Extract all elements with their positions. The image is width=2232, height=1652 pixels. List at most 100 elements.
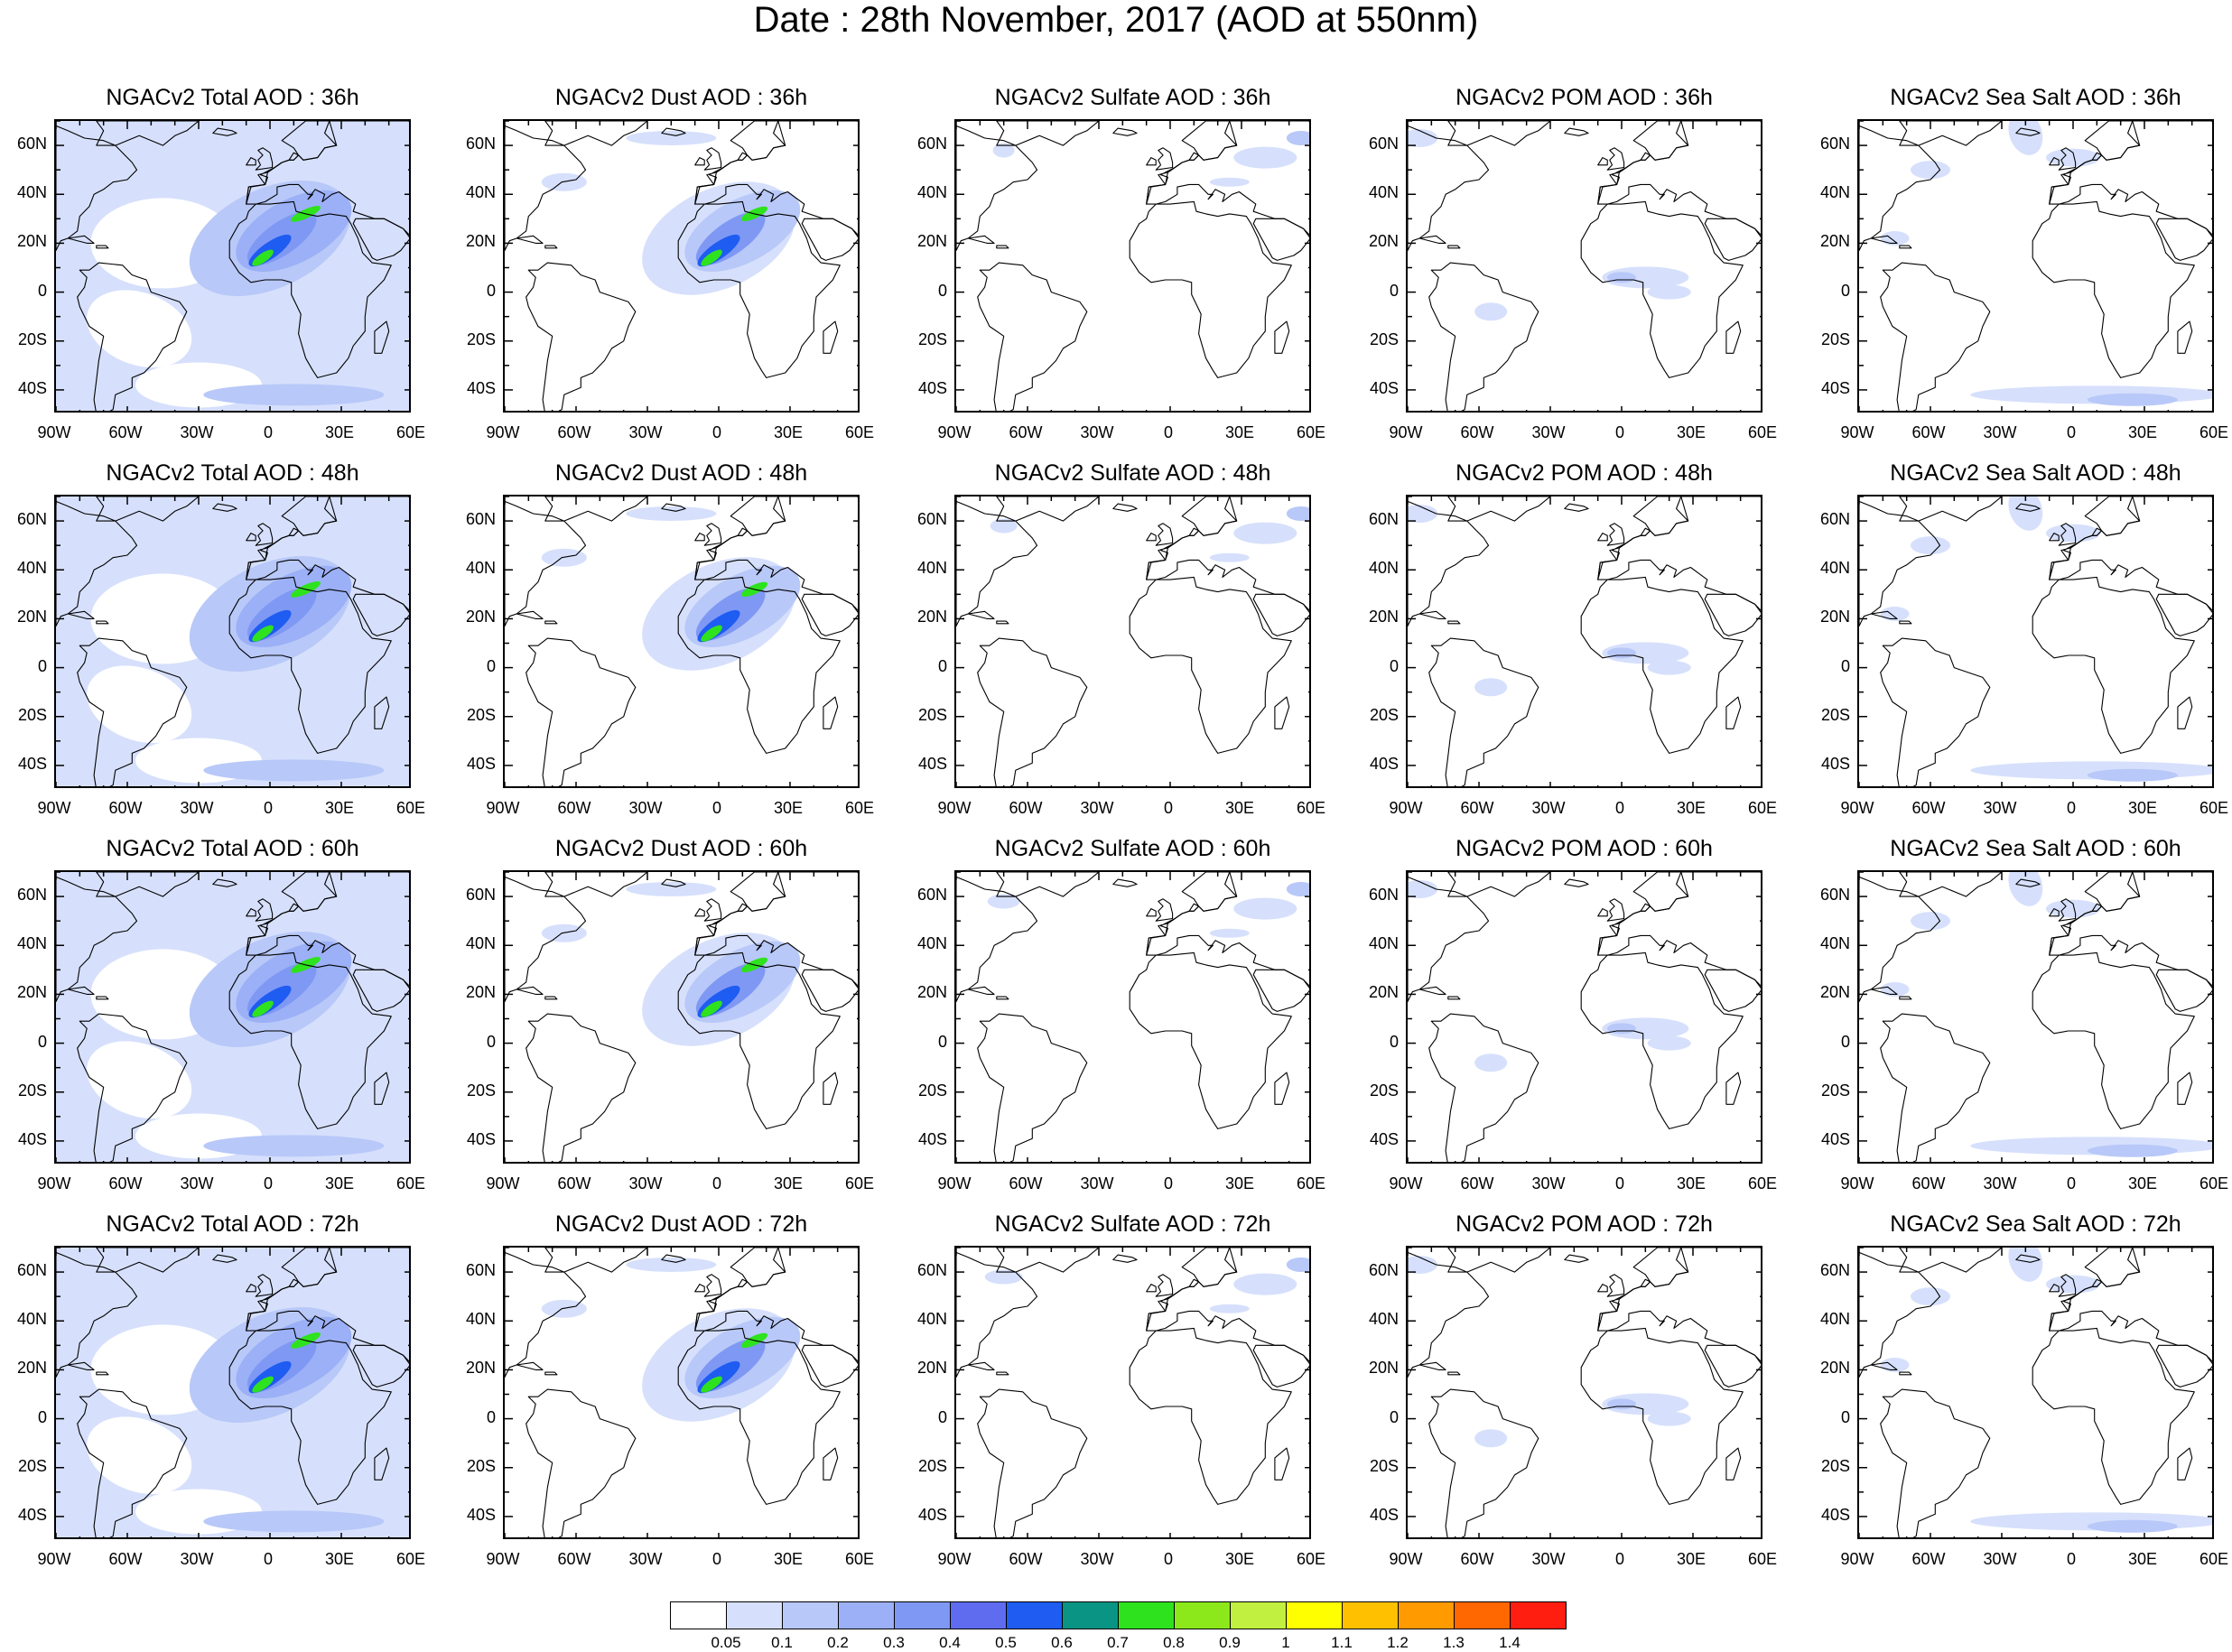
latitude-label: 20N — [1368, 1359, 1399, 1378]
aod-field — [1474, 302, 1508, 321]
aod-field — [1408, 1255, 1438, 1274]
longitude-label: 30E — [1676, 423, 1707, 441]
panel-title: NGACv2 POM AOD : 72h — [1455, 1211, 1713, 1237]
longitude-label: 30E — [773, 423, 804, 441]
coastlines — [1408, 121, 1761, 411]
longitude-label: 60W — [1911, 799, 1946, 817]
aod-field — [626, 130, 717, 145]
coastline — [1252, 969, 1309, 1012]
coastline — [1580, 1327, 1744, 1505]
coastlines — [1859, 497, 2212, 786]
aod-shading — [992, 130, 1309, 187]
coastline — [2058, 147, 2077, 171]
longitude-label: 30E — [1676, 1550, 1707, 1568]
figure-title: Date : 28th November, 2017 (AOD at 550nm… — [753, 0, 1479, 40]
coastline — [1580, 576, 1744, 754]
longitude-label: 0 — [263, 423, 273, 441]
aod-map — [1408, 497, 1761, 786]
latitude-label: 40S — [1369, 378, 1399, 397]
aod-field — [203, 759, 385, 782]
latitude-label: 20N — [916, 608, 947, 626]
aod-field — [1408, 128, 1438, 147]
coastlines — [505, 872, 858, 1162]
coastline — [1725, 696, 1742, 729]
coastline — [703, 1274, 722, 1297]
longitude-label: 60W — [1009, 1550, 1043, 1568]
aod-field — [1647, 1035, 1691, 1051]
longitude-label: 60E — [1296, 1550, 1326, 1568]
latitude-label: 20S — [1369, 1081, 1399, 1100]
colorbar-swatch — [950, 1601, 1007, 1629]
aod-map — [1859, 497, 2212, 786]
aod-field — [1474, 1053, 1508, 1072]
aod-map — [956, 872, 1309, 1162]
aod-shading — [1880, 872, 2212, 1157]
aod-field — [1880, 1358, 1910, 1372]
latitude-label: 40N — [465, 1310, 496, 1329]
coastline — [703, 523, 722, 546]
colorbar-swatch — [782, 1601, 839, 1629]
coastline — [977, 1013, 1088, 1162]
latitude-label: 20S — [17, 1081, 47, 1100]
latitude-label: 20N — [16, 1359, 47, 1378]
aod-field — [1602, 266, 1689, 289]
latitude-label: 0 — [1389, 656, 1399, 675]
coastline — [703, 147, 722, 171]
longitude-label: 60W — [557, 423, 591, 441]
longitude-label: 60W — [1009, 1174, 1043, 1193]
coastline — [246, 1284, 256, 1293]
longitude-label: 60W — [557, 1550, 591, 1568]
coastline — [255, 898, 274, 922]
latitude-label: 40S — [917, 754, 947, 773]
longitude-label: 90W — [37, 799, 71, 817]
longitude-label: 90W — [1389, 1174, 1423, 1193]
longitude-label: 60W — [1911, 1550, 1946, 1568]
aod-map — [505, 1248, 858, 1537]
coastline — [996, 872, 1100, 897]
longitude-label: 30E — [2127, 423, 2158, 441]
longitude-label: 0 — [1163, 423, 1173, 441]
latitude-label: 40S — [17, 1505, 47, 1524]
aod-field — [1408, 504, 1438, 523]
longitude-label: 0 — [263, 1550, 273, 1568]
coastline — [1704, 969, 1761, 1012]
longitude-label: 0 — [1163, 799, 1173, 817]
latitude-label: 20S — [917, 705, 947, 724]
dust-core — [701, 625, 722, 642]
coastline — [694, 908, 705, 917]
coastline — [2015, 878, 2041, 887]
latitude-label: 20N — [1819, 1359, 1850, 1378]
coastline — [67, 610, 95, 619]
coastline — [516, 986, 544, 995]
coastline — [2015, 503, 2041, 512]
latitude-label: 40N — [1368, 559, 1399, 578]
longitude-label: 30W — [628, 1174, 663, 1193]
longitude-label: 60W — [108, 799, 143, 817]
latitude-label: 40N — [1368, 1310, 1399, 1329]
longitude-label: 60E — [2199, 1550, 2229, 1568]
latitude-label: 0 — [1389, 281, 1399, 300]
coastline — [1129, 951, 1292, 1129]
aod-map — [1408, 872, 1761, 1162]
longitude-label: 90W — [37, 1550, 71, 1568]
aod-shading — [1880, 1248, 2212, 1533]
longitude-label: 60W — [1911, 1174, 1946, 1193]
longitude-label: 30E — [1676, 799, 1707, 817]
aod-map — [505, 497, 858, 786]
latitude-label: 40N — [1819, 1310, 1850, 1329]
coastline — [1580, 200, 1744, 378]
longitude-label: 60W — [108, 1174, 143, 1193]
longitude-label: 90W — [37, 423, 71, 441]
latitude-label: 60N — [465, 135, 496, 153]
coastline — [96, 121, 200, 146]
panel-title: NGACv2 Sea Salt AOD : 60h — [1890, 836, 2181, 861]
latitude-label: 40N — [16, 934, 47, 953]
colorbar-swatch — [1006, 1601, 1063, 1629]
coastline — [246, 908, 256, 917]
tick-marks — [56, 497, 409, 786]
aod-field — [1233, 1273, 1297, 1295]
panel-title: NGACv2 Total AOD : 60h — [106, 836, 359, 861]
map-panel-total — [54, 870, 411, 1164]
latitude-label: 20N — [916, 1359, 947, 1378]
colorbar-label: 0.05 — [711, 1634, 741, 1651]
